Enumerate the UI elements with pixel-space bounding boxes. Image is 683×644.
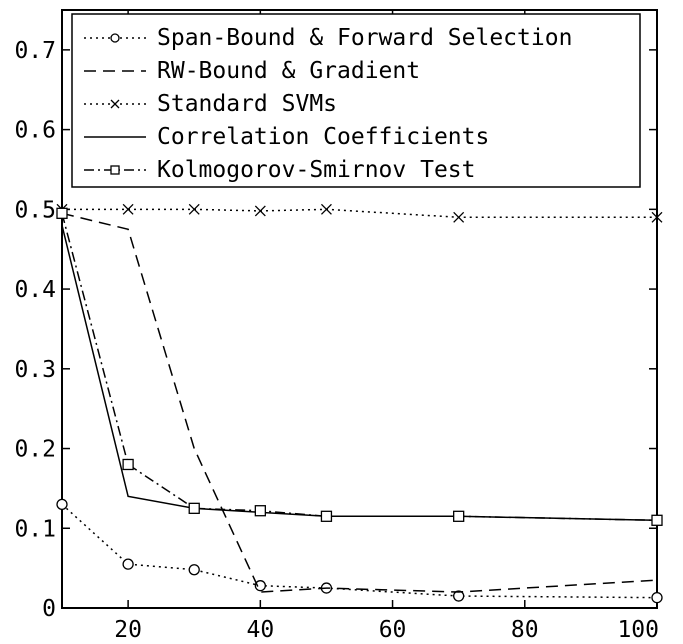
series-line <box>62 208 657 219</box>
data-point <box>651 211 663 223</box>
data-point <box>122 558 134 570</box>
plot-frame <box>61 9 658 609</box>
data-point <box>110 99 120 109</box>
data-point <box>188 203 200 215</box>
data-point <box>320 203 332 215</box>
series-3 <box>61 225 658 522</box>
data-point <box>254 580 266 592</box>
series-line <box>61 212 658 593</box>
x-tick-label: 80 <box>511 617 539 643</box>
x-tick-label: 100 <box>617 617 659 643</box>
data-point <box>188 502 200 514</box>
data-point <box>254 505 266 517</box>
y-tick-label: 0.6 <box>14 118 56 144</box>
y-tick-label: 0.3 <box>14 357 56 383</box>
y-tick-label: 0.1 <box>14 516 56 542</box>
data-point <box>110 33 120 43</box>
data-point <box>188 564 200 576</box>
data-point <box>254 205 266 217</box>
y-tick-label: 0.4 <box>14 277 56 303</box>
x-tick-label: 40 <box>246 617 274 643</box>
legend-item: Span-Bound & Forward Selection <box>84 25 572 51</box>
legend-label: RW-Bound & Gradient <box>157 58 420 84</box>
data-point <box>651 514 663 526</box>
x-tick-label: 60 <box>379 617 407 643</box>
data-point <box>56 207 68 219</box>
data-point <box>122 458 134 471</box>
series-layer <box>56 203 663 604</box>
legend-label: Standard SVMs <box>157 91 337 117</box>
data-point <box>453 510 465 522</box>
series-line <box>61 225 658 522</box>
series-4 <box>56 207 663 526</box>
legend: Span-Bound & Forward Selection RW-Bound &… <box>71 13 641 188</box>
legend-label: Span-Bound & Forward Selection <box>157 25 572 51</box>
data-point <box>110 165 120 175</box>
axis-ticks: 0 0.1 0.2 0.3 0.4 0.5 0.6 0.7 20 40 60 80 100 <box>14 10 659 643</box>
legend-item: RW-Bound & Gradient <box>84 58 420 84</box>
legend-label: Kolmogorov-Smirnov Test <box>157 157 476 183</box>
series-2 <box>56 203 663 223</box>
data-point <box>453 590 465 602</box>
data-point <box>651 591 663 604</box>
x-tick-label: 20 <box>114 617 142 643</box>
data-point <box>320 510 333 522</box>
legend-box <box>71 13 641 188</box>
data-point <box>56 498 68 510</box>
series-0 <box>56 498 663 604</box>
y-tick-label: 0.7 <box>14 38 56 64</box>
legend-label: Correlation Coefficients <box>157 124 489 150</box>
series-1 <box>61 212 658 593</box>
data-point <box>453 211 465 223</box>
legend-item: Kolmogorov-Smirnov Test <box>84 157 476 183</box>
legend-item: Standard SVMs <box>84 91 337 117</box>
y-tick-label: 0.2 <box>14 437 56 463</box>
data-point <box>122 203 134 215</box>
series-line <box>61 213 658 522</box>
y-tick-label: 0 <box>42 596 56 622</box>
y-tick-label: 0.5 <box>14 197 56 223</box>
legend-item: Correlation Coefficients <box>84 124 489 150</box>
